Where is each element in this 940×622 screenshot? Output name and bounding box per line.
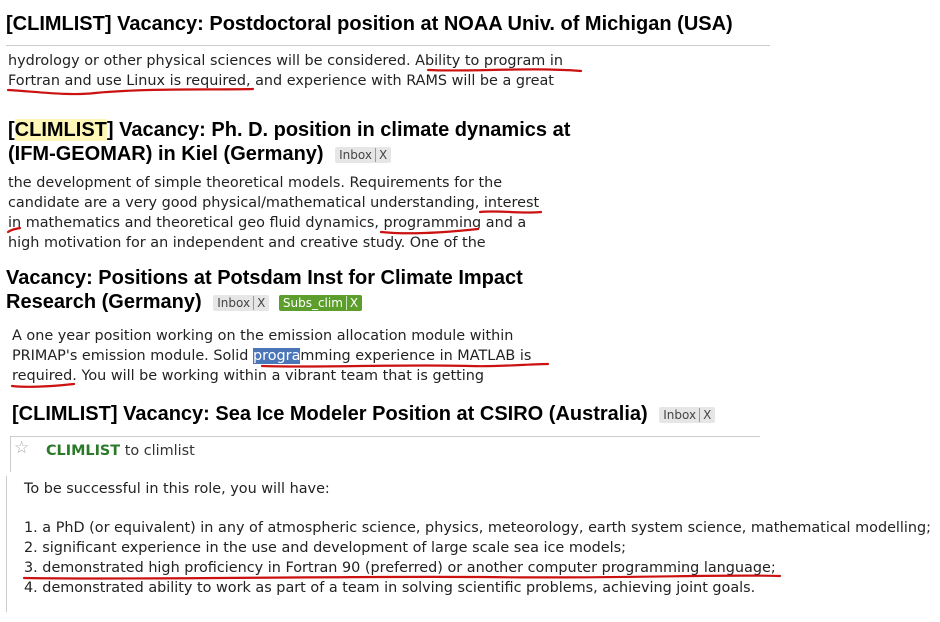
search-highlight: CLIMLIST (14, 119, 107, 141)
email-snippet-line: in mathematics and theoretical geo fluid… (8, 215, 527, 231)
label-chip-subs-clim[interactable]: Subs_clim X (278, 294, 363, 311)
message-border-left (10, 436, 11, 472)
remove-label-icon[interactable]: X (374, 147, 388, 162)
email-snippet-line: A one year position working on the emiss… (12, 328, 514, 344)
email-subject-text: [CLIMLIST] Vacancy: Postdoctoral positio… (6, 13, 733, 35)
requirement-item: 2. significant experience in the use and… (24, 540, 626, 556)
recipient-text: to climlist (124, 443, 195, 459)
email-snippet-line: Fortran and use Linux is required, and e… (8, 73, 554, 89)
email-snippet-line: required. You will be working within a v… (12, 368, 485, 384)
star-glyph: ☆ (14, 438, 30, 458)
requirement-item: 3. demonstrated high proficiency in Fort… (24, 560, 776, 576)
message-intro: To be successful in this role, you will … (24, 481, 330, 497)
email-subject-potsdam-line2[interactable]: Research (Germany) Inbox X Subs_clim X (6, 290, 363, 314)
email-subject-text: ] Vacancy: Ph. D. position in climate dy… (106, 119, 571, 141)
email-subject-kiel-line2[interactable]: (IFM-GEOMAR) in Kiel (Germany) Inbox X (8, 142, 392, 166)
label-text: Inbox (217, 295, 251, 310)
email-subject-kiel[interactable]: [CLIMLIST] Vacancy: Ph. D. position in c… (8, 118, 570, 142)
message-border-top (10, 436, 760, 437)
email-subject-text: [CLIMLIST] Vacancy: Sea Ice Modeler Posi… (12, 403, 648, 425)
label-chip-inbox[interactable]: Inbox X (213, 294, 270, 311)
message-border-left (6, 476, 7, 612)
message-header: CLIMLIST to climlist (46, 441, 195, 461)
email-subject-noaa[interactable]: [CLIMLIST] Vacancy: Postdoctoral positio… (6, 12, 733, 36)
remove-label-icon[interactable]: X (253, 295, 266, 310)
divider (6, 45, 770, 46)
requirement-item: 4. demonstrated ability to work as part … (24, 580, 756, 596)
requirement-item: 1. a PhD (or equivalent) in any of atmos… (24, 520, 932, 536)
email-subject-text: Vacancy: Positions at Potsdam Inst for C… (6, 267, 523, 289)
email-subject-potsdam[interactable]: Vacancy: Positions at Potsdam Inst for C… (6, 266, 523, 290)
email-snippet-line: candidate are a very good physical/mathe… (8, 195, 540, 211)
email-subject-text: (IFM-GEOMAR) in Kiel (Germany) (8, 143, 324, 165)
label-text: Subs_clim (282, 295, 343, 310)
star-icon[interactable]: ☆ (14, 438, 29, 458)
email-snippet-line: hydrology or other physical sciences wil… (8, 53, 564, 69)
snippet-text: PRIMAP's emission module. Solid (12, 348, 253, 364)
remove-label-icon[interactable]: X (345, 295, 359, 310)
label-text: Inbox (339, 147, 372, 162)
text-selection: progra (252, 348, 301, 364)
remove-label-icon[interactable]: X (699, 407, 712, 422)
email-subject-text: Research (Germany) (6, 291, 202, 313)
subject-bracket: [ (8, 119, 15, 141)
sender-name[interactable]: CLIMLIST (46, 443, 121, 459)
label-chip-inbox[interactable]: Inbox X (335, 146, 392, 163)
email-snippet-line: high motivation for an independent and c… (8, 235, 486, 251)
email-snippet-line: PRIMAP's emission module. Solid programm… (12, 346, 531, 366)
email-subject-csiro[interactable]: [CLIMLIST] Vacancy: Sea Ice Modeler Posi… (12, 402, 716, 426)
label-chip-inbox[interactable]: Inbox X (659, 406, 716, 423)
snippet-text: mming experience in MATLAB is (300, 348, 532, 364)
email-snippet-line: the development of simple theoretical mo… (8, 175, 503, 191)
label-text: Inbox (663, 407, 697, 422)
